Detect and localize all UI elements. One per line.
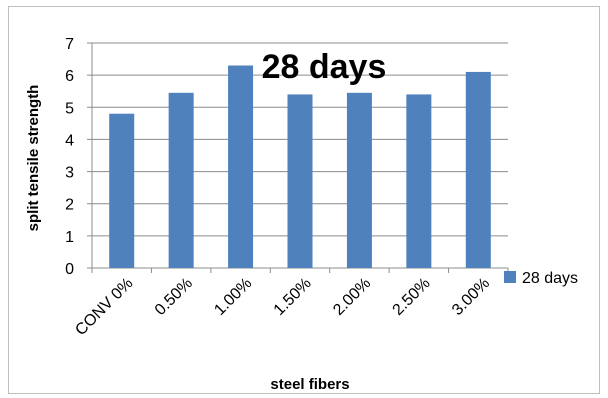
y-tick-label: 6 xyxy=(65,68,74,85)
y-tick-labels: 0 1 2 3 4 5 6 7 xyxy=(65,36,74,278)
bars xyxy=(109,65,491,268)
y-tick-label: 0 xyxy=(65,261,74,278)
bar xyxy=(465,71,491,268)
x-tick-label: 2.00% xyxy=(330,275,374,319)
x-tick-label: 1.50% xyxy=(271,275,315,319)
x-tick-labels: CONV 0% 0.50% 1.00% 1.50% 2.00% 2.50% 3.00% xyxy=(72,275,493,339)
y-tick-label: 5 xyxy=(65,100,74,117)
legend: 28 days xyxy=(504,270,578,287)
x-axis-title: steel fibers xyxy=(270,376,349,393)
legend-swatch xyxy=(504,271,516,283)
bar xyxy=(109,113,135,268)
y-tick-label: 7 xyxy=(65,36,74,53)
y-axis-title: split tensile strength xyxy=(25,85,42,232)
y-tick-label: 3 xyxy=(65,165,74,182)
y-tick-label: 4 xyxy=(65,132,74,149)
x-tick-label: CONV 0% xyxy=(72,275,136,339)
x-tick-label: 2.50% xyxy=(390,275,434,319)
y-tick-label: 2 xyxy=(65,197,74,214)
bar xyxy=(346,92,372,268)
y-tick-label: 1 xyxy=(65,229,74,246)
bar xyxy=(406,94,432,268)
x-tick-label: 3.00% xyxy=(449,275,493,319)
bar xyxy=(287,94,313,268)
chart-title: 28 days xyxy=(262,48,387,86)
bar xyxy=(228,65,254,268)
x-tick-label: 0.50% xyxy=(152,275,196,319)
x-tick-label: 1.00% xyxy=(211,275,255,319)
legend-label: 28 days xyxy=(522,270,578,287)
bar xyxy=(168,92,194,268)
